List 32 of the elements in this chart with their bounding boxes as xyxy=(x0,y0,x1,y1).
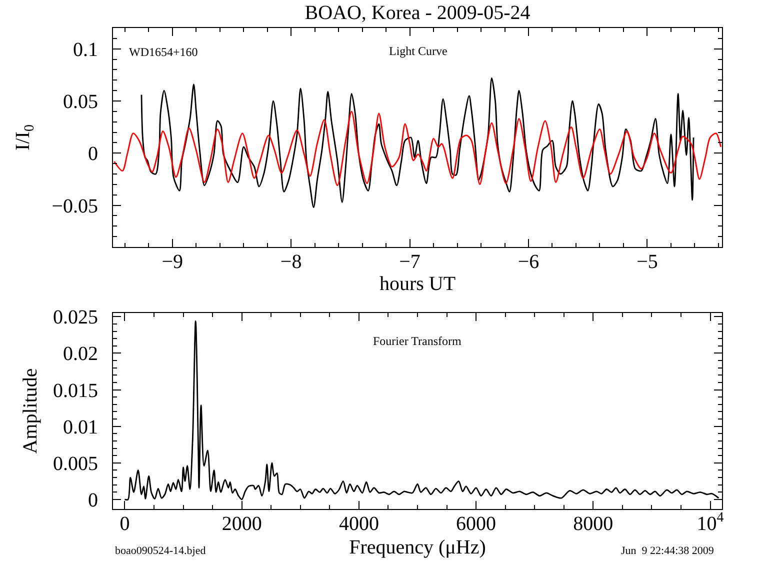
x-tick-label: −6 xyxy=(518,251,540,273)
y-tick-label: 0 xyxy=(88,489,98,512)
chart-title: BOAO, Korea - 2009-05-24 xyxy=(304,2,530,24)
y-tick-label: 0.02 xyxy=(63,343,98,366)
x-tick-label: −8 xyxy=(280,251,302,273)
x-tick-label: 4000 xyxy=(338,513,379,535)
x-tick-label: 10$^{4}$ xyxy=(696,510,724,535)
y-tick-label: 0 xyxy=(88,143,98,166)
annotation: WD1654+160 xyxy=(129,45,198,59)
x-tick-label: 0 xyxy=(120,513,130,535)
line-series xyxy=(113,110,722,186)
y-tick-label: 0.005 xyxy=(53,452,98,475)
x-axis-title: hours UT xyxy=(379,273,456,295)
text: Jun 9 22:44:38 2009 xyxy=(621,545,714,557)
y-tick-label: 0.025 xyxy=(53,306,98,329)
x-axis-title: Frequency (μHz) xyxy=(349,536,486,558)
annotation: Light Curve xyxy=(389,44,448,58)
x-tick-label: −7 xyxy=(399,251,420,273)
x-tick-label: −9 xyxy=(162,251,183,273)
y-axis-title: Amplitude xyxy=(20,368,42,454)
y-tick-label: −0.05 xyxy=(52,195,98,218)
y-tick-label: 0.015 xyxy=(53,380,98,402)
annotation: Fourier Transform xyxy=(373,334,462,348)
x-tick-label: 8000 xyxy=(573,513,614,535)
x-tick-label: 6000 xyxy=(456,513,496,535)
text: boao090524-14.bjed xyxy=(115,545,206,557)
y-tick-label: 0.1 xyxy=(73,38,98,61)
x-tick-label: 2000 xyxy=(222,513,262,535)
x-tick-label: −5 xyxy=(636,251,658,273)
y-tick-label: 0.01 xyxy=(63,416,98,438)
y-tick-label: 0.05 xyxy=(63,91,98,113)
line-series xyxy=(140,77,694,208)
